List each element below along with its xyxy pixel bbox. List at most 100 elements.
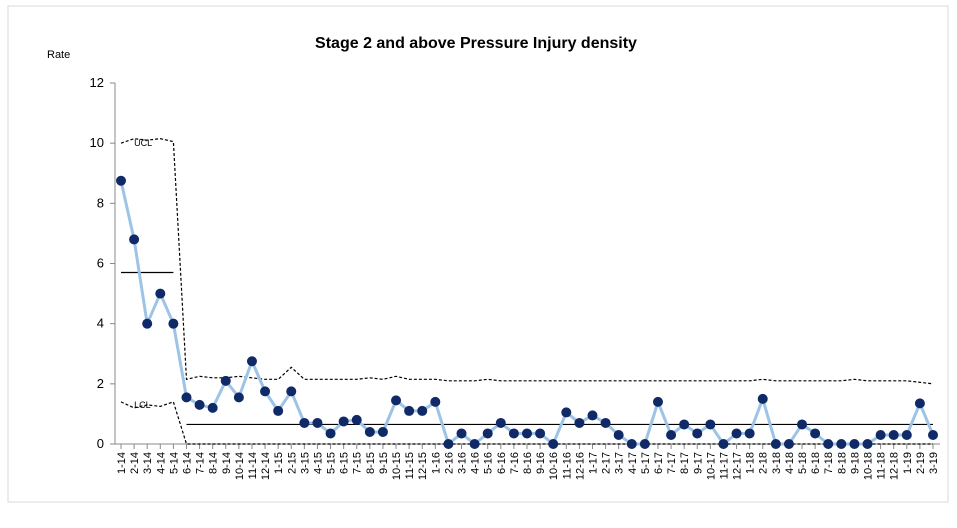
x-tick-label: 4-15 — [312, 452, 324, 474]
annotation: UCL — [134, 138, 152, 148]
x-tick-label: 4-18 — [784, 452, 796, 474]
x-tick-label: 3-17 — [614, 452, 626, 474]
x-tick-label: 7-17 — [666, 452, 678, 474]
x-tick-label: 10-17 — [705, 452, 717, 480]
x-tick-label: 12-15 — [417, 452, 429, 480]
rate-point — [823, 439, 834, 449]
x-tick-label: 12-14 — [260, 452, 272, 480]
y-axis-label: Rate — [47, 49, 70, 61]
x-tick-label: 1-19 — [902, 452, 914, 474]
x-tick-label: 3-15 — [299, 452, 311, 474]
rate-point — [377, 426, 388, 437]
x-tick-label: 6-16 — [496, 452, 508, 474]
rate-point — [757, 393, 768, 404]
x-tick-label: 2-15 — [286, 452, 298, 474]
rate-point — [508, 428, 519, 439]
x-tick-label: 1-16 — [430, 452, 442, 474]
x-tick-label: 2-16 — [443, 452, 455, 474]
x-tick-label: 10-18 — [863, 452, 875, 480]
x-tick-label: 8-17 — [679, 452, 691, 474]
y-tick-label: 10 — [90, 135, 104, 150]
x-tick-label: 9-15 — [378, 452, 390, 474]
rate-point — [299, 417, 310, 428]
rate-point — [613, 429, 624, 440]
x-tick-label: 4-14 — [155, 452, 167, 474]
x-tick-label: 6-14 — [181, 452, 193, 474]
x-tick-label: 2-14 — [129, 452, 141, 474]
x-tick-label: 10-15 — [391, 452, 403, 480]
rate-point — [548, 439, 559, 449]
rate-point — [535, 428, 546, 439]
annotation: LCL — [134, 400, 151, 410]
rate-point — [849, 439, 860, 449]
rate-point — [731, 428, 742, 439]
y-tick-label: 2 — [97, 376, 104, 391]
x-tick-label: 10-16 — [548, 452, 560, 480]
x-tick-label: 7-15 — [352, 452, 364, 474]
x-tick-label: 9-17 — [692, 452, 704, 474]
rate-point — [246, 356, 257, 367]
ucl-line — [120, 138, 934, 385]
rate-point — [430, 396, 441, 407]
chart-title: Stage 2 and above Pressure Injury densit… — [315, 35, 637, 52]
rate-point — [914, 398, 925, 409]
rate-point — [351, 414, 362, 425]
rate-point — [561, 407, 572, 418]
rate-point — [338, 416, 349, 427]
rate-point — [770, 439, 781, 449]
x-tick-label: 11-18 — [876, 452, 888, 479]
x-tick-label: 3-14 — [142, 452, 154, 474]
rate-point — [325, 428, 336, 439]
y-tick-label: 8 — [97, 195, 104, 210]
rate-point — [600, 417, 611, 428]
rate-point — [391, 395, 402, 406]
y-tick-label: 0 — [97, 436, 104, 451]
x-tick-label: 7-16 — [509, 452, 521, 474]
rate-point — [888, 429, 899, 440]
x-tick-label: 2-18 — [758, 452, 770, 474]
x-tick-label: 7-18 — [823, 452, 835, 474]
lcl-line — [120, 401, 933, 445]
rate-point — [875, 429, 886, 440]
x-tick-label: 12-17 — [732, 452, 744, 480]
rate-point — [495, 417, 506, 428]
rate-line — [119, 180, 935, 447]
x-tick-label: 8-16 — [522, 452, 534, 474]
rate-point — [129, 234, 140, 245]
x-tick-label: 4-17 — [627, 452, 639, 474]
x-tick-label: 11-14 — [247, 452, 259, 479]
x-tick-label: 3-18 — [771, 452, 783, 474]
x-tick-label: 1-18 — [745, 452, 757, 474]
x-tick-label: 9-14 — [221, 452, 233, 474]
rate-point — [469, 439, 480, 449]
x-tick-label: 6-17 — [653, 452, 665, 474]
rate-point — [260, 386, 271, 397]
rate-point — [810, 428, 821, 439]
x-tick-label: 6-15 — [339, 452, 351, 474]
x-tick-label: 9-16 — [535, 452, 547, 474]
rate-point — [836, 439, 847, 449]
x-tick-label: 11-16 — [561, 452, 573, 479]
rate-point — [207, 402, 218, 413]
rate-point — [168, 318, 179, 329]
rate-point — [692, 428, 703, 439]
rate-point — [312, 417, 323, 428]
x-tick-label: 7-14 — [195, 452, 207, 474]
rate-point — [639, 439, 650, 449]
rate-point — [116, 175, 126, 186]
rate-point — [456, 428, 467, 439]
x-tick-label: 5-15 — [326, 452, 338, 474]
rate-point — [862, 439, 873, 449]
rate-point — [155, 288, 166, 299]
x-tick-label: 5-18 — [797, 452, 809, 474]
x-tick-label: 1-15 — [273, 452, 285, 474]
rate-point — [142, 318, 153, 329]
rate-point — [364, 426, 375, 437]
rate-point — [626, 439, 637, 449]
x-tick-label: 4-16 — [470, 452, 482, 474]
rate-point — [705, 419, 716, 430]
x-tick-label: 12-16 — [574, 452, 586, 480]
x-tick-label: 11-17 — [718, 452, 730, 479]
rate-point — [587, 410, 598, 421]
rate-point — [194, 399, 205, 410]
